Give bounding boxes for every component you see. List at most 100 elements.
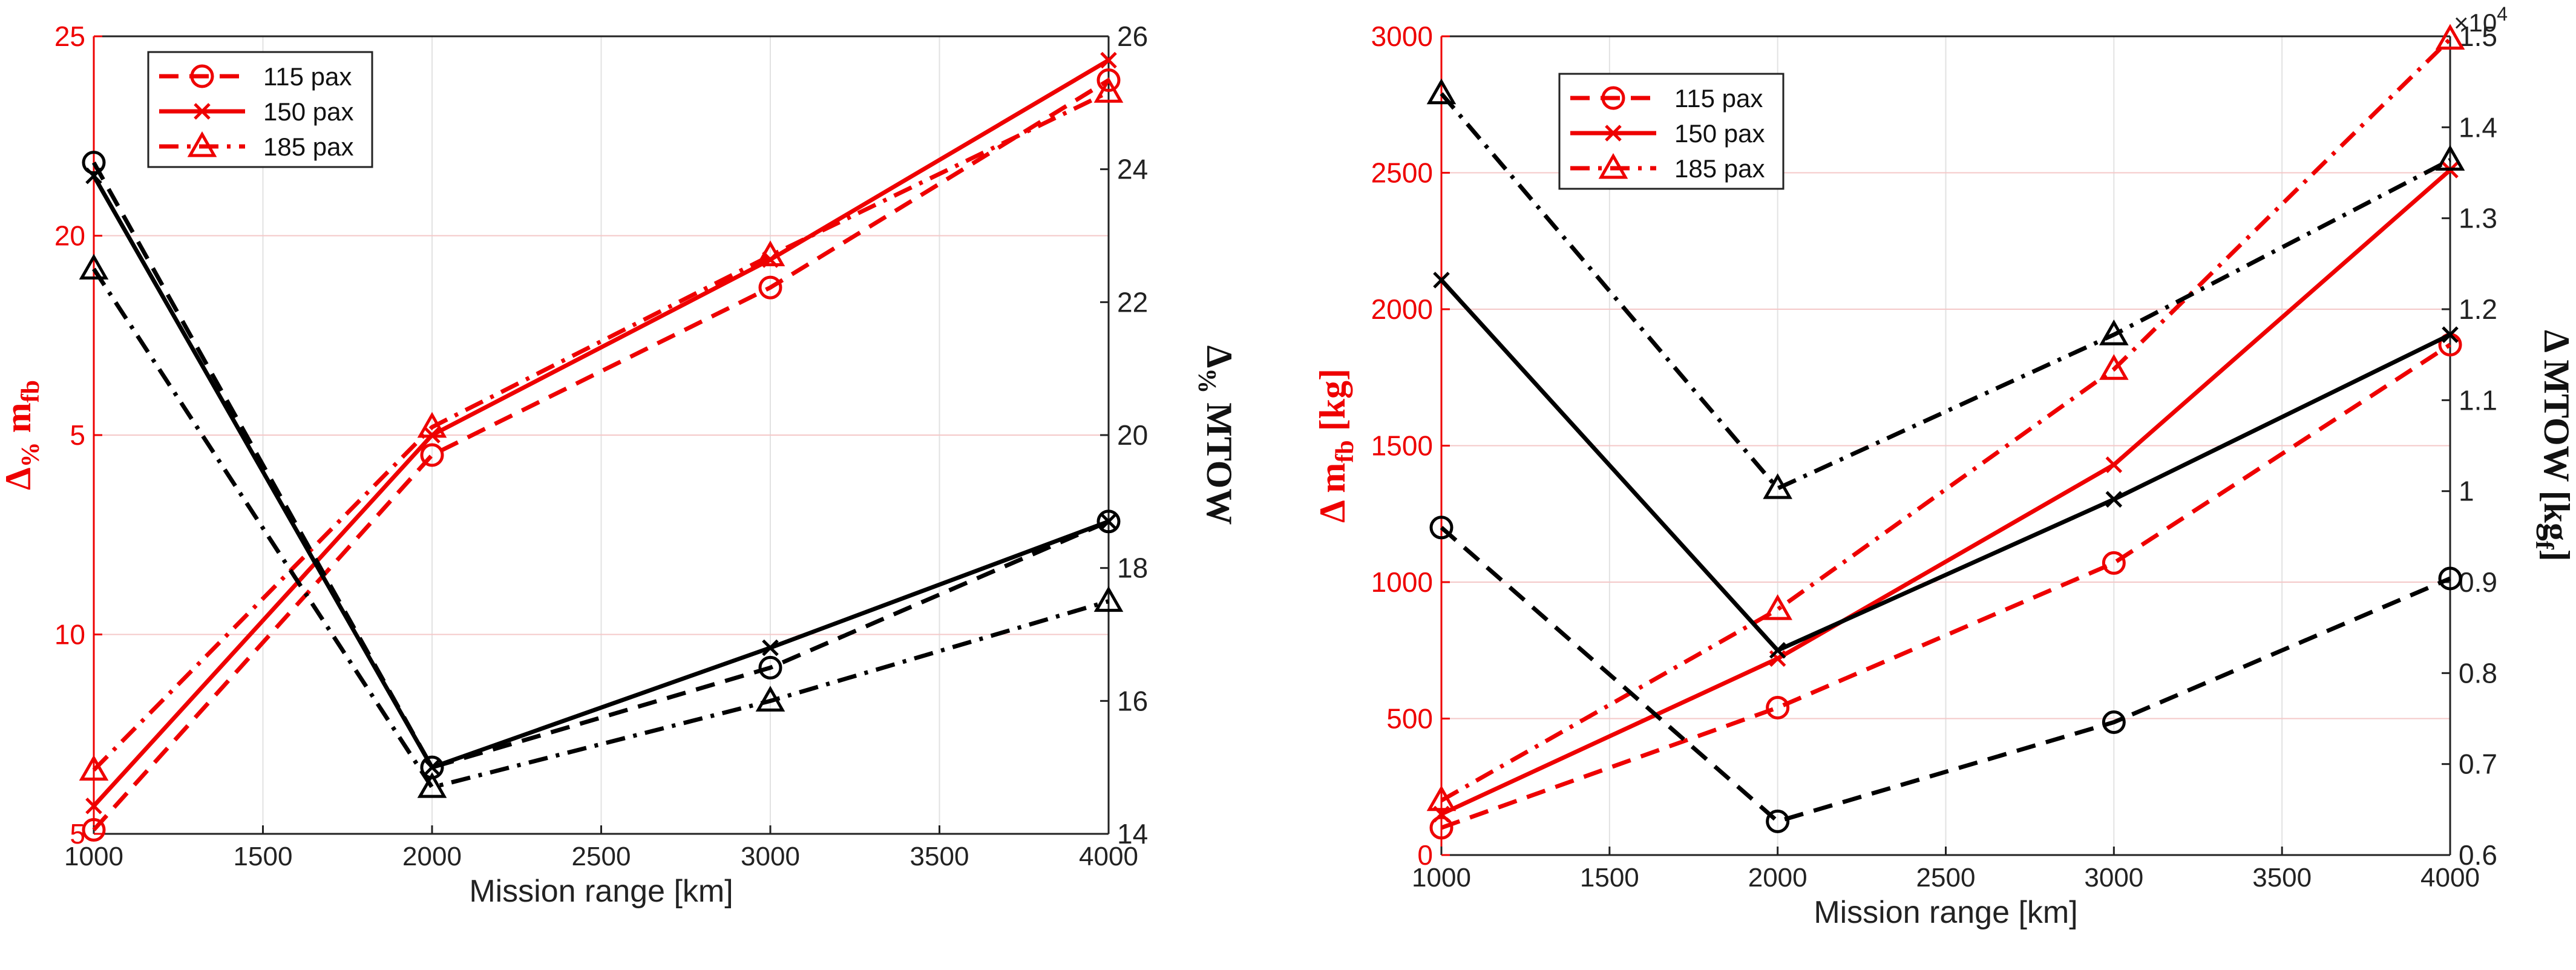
- data-point-marker: [1100, 513, 1117, 530]
- series-line: [92, 267, 1109, 790]
- label-part: Δ: [2537, 330, 2576, 352]
- data-point-marker: [2105, 491, 2123, 508]
- x-tick-label: 4000: [1079, 842, 1138, 871]
- label-part: Δ: [1313, 500, 1352, 523]
- y-left-tick-label: 10: [54, 619, 85, 650]
- legend: 115 pax 150 pax 185 pax: [1558, 73, 1785, 190]
- data-point-marker: [417, 772, 447, 798]
- data-point-marker: [2102, 710, 2126, 735]
- y-left-tick-label: 20: [54, 220, 85, 252]
- y-left-tick-label: 3000: [1371, 21, 1433, 52]
- data-point-marker: [1093, 586, 1124, 612]
- data-point-marker: [1763, 594, 1792, 620]
- data-point-marker: [85, 798, 102, 814]
- series-left-115-pax: [82, 68, 1121, 842]
- y-right-tick-label: 26: [1117, 21, 1148, 52]
- chart-panel-1: 1000 1500 2000 2500 3000 3500 4000510520251416…: [0, 21, 1239, 909]
- legend-box: [147, 51, 373, 168]
- data-point-marker: [1096, 510, 1121, 534]
- y-right-tick-label: 22: [1117, 286, 1148, 318]
- y-right-tick-label: 16: [1117, 685, 1148, 716]
- y-right-tick-label: 0.6: [2459, 839, 2497, 871]
- y-right-tick-label: 18: [1117, 552, 1148, 584]
- data-point-marker: [2105, 456, 2123, 473]
- x-tick-label: 3000: [741, 842, 800, 871]
- y-right-tick-label: 0.8: [2459, 657, 2497, 689]
- y-left-tick-label: 0: [1417, 839, 1433, 871]
- x-tick-label: 2000: [1748, 863, 1807, 893]
- data-point-marker: [2435, 24, 2465, 50]
- legend-marker: [1598, 152, 1628, 179]
- label-part: %: [17, 442, 45, 467]
- legend-label: 150 pax: [263, 97, 353, 126]
- data-point-marker: [79, 755, 109, 781]
- data-point-marker: [2099, 320, 2129, 346]
- series-line: [92, 78, 1110, 831]
- x-axis-label: Mission range [km]: [1814, 895, 2077, 930]
- x-tick-label: 4000: [2420, 863, 2480, 893]
- legend-label: 115 pax: [263, 62, 352, 91]
- y-left-axis-label: Δ% mfb: [0, 380, 45, 490]
- y-left-tick-label: 2000: [1371, 293, 1433, 325]
- label-part: Δ: [1199, 346, 1239, 369]
- label-part: %: [1193, 368, 1221, 393]
- data-point-marker: [1433, 272, 1450, 289]
- label-part: ×10: [2454, 8, 2497, 37]
- label-part: m: [0, 402, 38, 442]
- series-right-185-pax: [1426, 78, 2465, 499]
- series-right-150-pax: [85, 167, 1117, 776]
- legend-label: 185 pax: [263, 133, 353, 161]
- x-tick-label: 3000: [2084, 863, 2143, 893]
- data-point-marker: [1093, 77, 1124, 103]
- label-part: [kg]: [1313, 369, 1352, 440]
- y-right-tick-label: 0.9: [2459, 566, 2497, 598]
- legend-marker: [194, 103, 211, 120]
- data-point-marker: [1096, 68, 1121, 92]
- data-point-marker: [2435, 145, 2465, 171]
- legend-label: 150 pax: [1674, 119, 1765, 148]
- data-point-marker: [755, 240, 785, 266]
- y-left-tick-label: 1000: [1371, 566, 1433, 598]
- y-right-axis-label: Δ% MTOW: [1193, 346, 1239, 525]
- legend-label: 115 pax: [1674, 84, 1763, 113]
- data-point-marker: [1100, 51, 1117, 69]
- y-left-tick-label: 1500: [1371, 430, 1433, 462]
- legend-marker: [187, 131, 217, 157]
- y-left-tick-label: 25: [54, 21, 85, 52]
- series-left-185-pax: [1426, 24, 2465, 811]
- label-part: fb: [1331, 440, 1359, 462]
- y-left-tick-label: 5: [70, 419, 85, 451]
- label-part: 4: [2497, 3, 2508, 25]
- label-part: ]: [2537, 549, 2576, 562]
- x-tick-label: 3500: [910, 842, 969, 871]
- series-line: [92, 90, 1110, 772]
- data-point-marker: [79, 254, 109, 280]
- x-axis-label: Mission range [km]: [469, 874, 733, 909]
- series-line: [1440, 168, 2452, 816]
- series-line: [1440, 342, 2451, 830]
- x-tick-label: 1000: [64, 842, 123, 871]
- series-right-150-pax: [1433, 272, 2459, 659]
- label-part: MTOW [kg: [2537, 350, 2576, 541]
- data-point-marker: [762, 639, 779, 657]
- label-part: MTOW: [1199, 393, 1239, 525]
- data-point-marker: [82, 818, 106, 842]
- data-point-marker: [417, 411, 447, 438]
- y-right-tick-label: 14: [1117, 818, 1148, 850]
- data-point-marker: [1766, 695, 1790, 719]
- y-right-exponent-label: ×104: [2454, 3, 2508, 37]
- y-right-tick-label: 1.3: [2459, 203, 2497, 234]
- y-right-tick-label: 1.5: [2459, 21, 2497, 52]
- y-right-tick-label: 0.7: [2459, 749, 2497, 780]
- data-point-marker: [2438, 566, 2462, 591]
- series-line: [91, 161, 1110, 770]
- label-part: fb: [17, 380, 45, 402]
- data-point-marker: [1426, 78, 1457, 105]
- data-point-marker: [2442, 326, 2459, 343]
- x-tick-label: 1500: [1580, 863, 1639, 893]
- data-point-marker: [1766, 809, 1790, 833]
- legend-marker: [1601, 86, 1625, 110]
- series-line: [1440, 526, 2451, 824]
- y-right-tick-label: 24: [1117, 154, 1148, 185]
